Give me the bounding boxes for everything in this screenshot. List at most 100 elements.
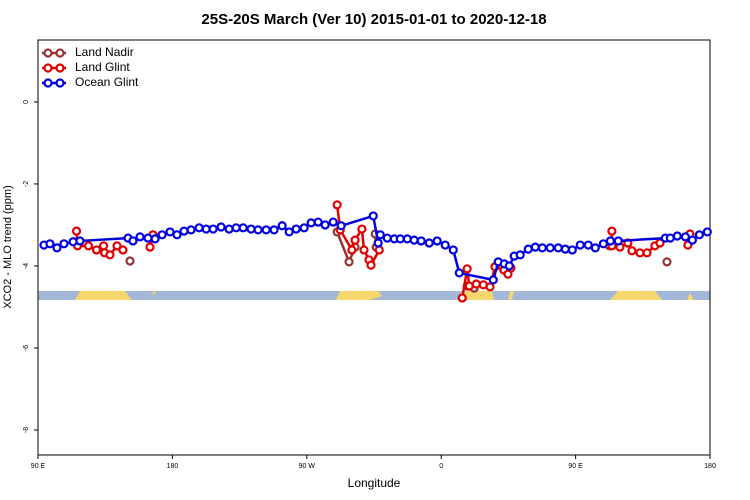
data-point — [662, 257, 672, 267]
data-point — [504, 261, 514, 271]
data-point — [98, 241, 109, 251]
data-point — [179, 226, 189, 236]
data-point — [71, 226, 82, 236]
data-point — [306, 218, 316, 228]
data-point — [375, 230, 385, 240]
data-point — [454, 268, 464, 278]
data-point — [366, 260, 376, 270]
x-tick-label: 90 E — [568, 463, 583, 470]
land-mask — [38, 291, 710, 300]
data-point — [194, 223, 204, 233]
data-point — [416, 236, 426, 246]
data-point — [135, 232, 145, 242]
data-point — [112, 241, 122, 251]
data-point — [642, 248, 652, 258]
data-point — [553, 243, 563, 253]
data-point — [537, 243, 547, 253]
data-point — [208, 224, 218, 234]
data-point — [560, 244, 570, 254]
legend-label: Land Glint — [75, 60, 130, 74]
data-point — [590, 243, 600, 253]
legend-label: Land Nadir — [75, 45, 134, 59]
data-point — [374, 245, 384, 255]
y-tick-label: -4 — [23, 263, 30, 269]
data-point — [530, 242, 540, 252]
data-point — [488, 275, 498, 285]
data-point — [471, 279, 481, 289]
data-point — [382, 233, 392, 243]
x-axis-label: Longitude — [348, 476, 401, 490]
chart-title: 25S-20S March (Ver 10) 2015-01-01 to 202… — [201, 11, 546, 28]
legend-marker — [55, 63, 65, 73]
plot-frame — [37, 39, 711, 456]
data-point — [409, 235, 419, 245]
data-point — [575, 240, 585, 250]
y-tick-label: -8 — [23, 427, 30, 433]
data-point — [607, 226, 617, 236]
data-point — [336, 221, 346, 231]
data-point — [457, 293, 467, 303]
data-point — [368, 211, 378, 221]
data-point — [143, 233, 153, 243]
data-point — [105, 250, 115, 260]
data-point — [462, 264, 472, 274]
y-tick-label: -6 — [23, 345, 30, 351]
data-point — [347, 245, 357, 255]
data-point — [59, 239, 69, 249]
data-point — [424, 238, 434, 248]
data-point — [359, 245, 369, 255]
x-tick-label: 180 — [704, 463, 716, 470]
data-point — [320, 220, 330, 230]
x-tick-label: 0 — [439, 463, 443, 470]
data-point — [224, 224, 234, 234]
data-point — [157, 230, 167, 240]
data-point — [83, 241, 94, 251]
data-point — [440, 240, 450, 250]
legend-marker — [55, 78, 65, 88]
legend-marker — [43, 78, 53, 88]
data-point — [45, 239, 55, 249]
data-point — [145, 242, 155, 252]
data-point — [150, 234, 160, 244]
data-point — [269, 225, 279, 235]
data-point — [75, 236, 85, 246]
y-tick-label: 0 — [23, 100, 30, 104]
data-point — [299, 223, 309, 233]
data-point — [253, 225, 263, 235]
data-point — [91, 245, 102, 255]
data-point — [261, 225, 271, 235]
data-point — [545, 243, 555, 253]
data-point — [515, 250, 525, 260]
data-point — [373, 238, 383, 248]
data-point — [328, 217, 338, 227]
data-point — [332, 200, 342, 210]
x-tick-label: 180 — [167, 463, 179, 470]
data-point — [291, 224, 301, 234]
data-point — [216, 222, 226, 232]
data-point — [485, 282, 495, 292]
data-point — [186, 225, 196, 235]
data-point — [125, 256, 135, 266]
y-tick-label: -2 — [23, 181, 30, 187]
data-point — [432, 236, 442, 246]
legend-label: Ocean Glint — [75, 75, 139, 89]
data-point — [344, 257, 354, 267]
data-point — [613, 236, 623, 246]
legend-marker — [43, 48, 53, 58]
data-point — [627, 246, 637, 256]
data-point — [694, 230, 704, 240]
x-tick-label: 90 W — [299, 463, 316, 470]
data-point — [672, 231, 682, 241]
data-point — [567, 245, 577, 255]
legend-marker — [43, 63, 53, 73]
data-point — [246, 224, 256, 234]
data-point — [238, 223, 248, 233]
data-point — [680, 232, 690, 242]
data-point — [350, 235, 360, 245]
data-point — [118, 245, 128, 255]
data-point — [687, 235, 697, 245]
data-point — [277, 221, 287, 231]
data-point — [357, 224, 367, 234]
